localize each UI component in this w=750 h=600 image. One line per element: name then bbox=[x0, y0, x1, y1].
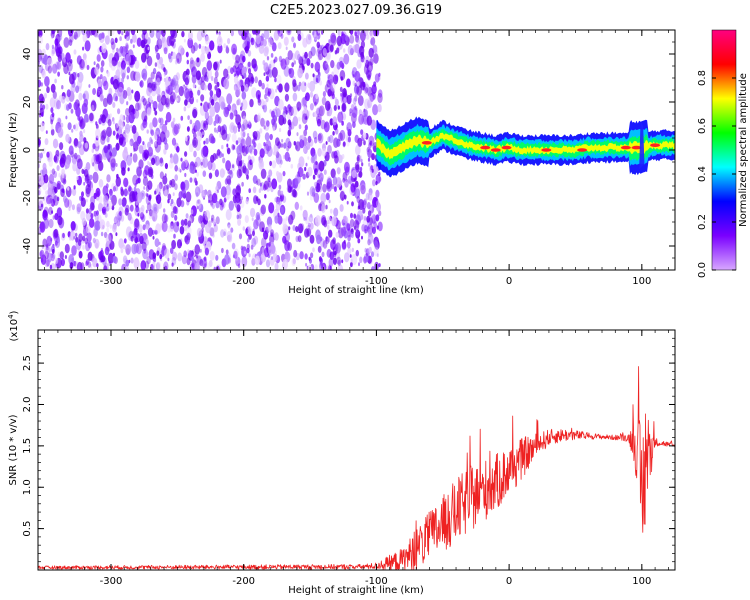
svg-text:0.8: 0.8 bbox=[697, 70, 708, 86]
svg-text:40: 40 bbox=[22, 48, 33, 61]
svg-text:0.0: 0.0 bbox=[697, 262, 708, 278]
colorbar: 0.0 0.2 0.4 0.6 0.8 Normalized spectral ampl… bbox=[697, 29, 749, 278]
colorbar-label: Normalized spectral amplitude bbox=[738, 73, 749, 227]
svg-text:0: 0 bbox=[506, 576, 512, 587]
svg-text:100: 100 bbox=[632, 576, 651, 587]
svg-text:-40: -40 bbox=[22, 238, 33, 254]
svg-text:0: 0 bbox=[22, 147, 33, 153]
svg-text:-100: -100 bbox=[365, 276, 388, 287]
svg-text:-300: -300 bbox=[100, 576, 123, 587]
svg-text:2.0: 2.0 bbox=[22, 397, 33, 413]
colorbar-gradient bbox=[711, 29, 737, 271]
spectrogram-x-ticks: -300 -200 -100 0 100 bbox=[44, 30, 669, 287]
svg-text:0: 0 bbox=[506, 276, 512, 287]
snr-y-label: SNR (10 * v/v) bbox=[8, 414, 19, 485]
snr-y-ticks: 0.5 1.0 1.5 2.0 2.5 bbox=[22, 337, 675, 563]
svg-text:0.5: 0.5 bbox=[22, 521, 33, 537]
svg-text:0.2: 0.2 bbox=[697, 214, 708, 230]
svg-text:0.6: 0.6 bbox=[697, 118, 708, 134]
svg-text:-300: -300 bbox=[100, 276, 123, 287]
svg-text:2.5: 2.5 bbox=[22, 355, 33, 371]
spectrogram-y-ticks: -40 -20 0 20 40 bbox=[22, 29, 675, 271]
svg-text:20: 20 bbox=[22, 96, 33, 109]
svg-text:0.4: 0.4 bbox=[697, 166, 708, 182]
snr-x-label: Height of straight line (km) bbox=[288, 585, 424, 596]
spectrogram-x-label: Height of straight line (km) bbox=[288, 285, 424, 296]
svg-text:100: 100 bbox=[632, 276, 651, 287]
svg-text:-20: -20 bbox=[22, 190, 33, 206]
noise-region bbox=[38, 30, 383, 270]
svg-text:-200: -200 bbox=[232, 276, 255, 287]
svg-text:1.5: 1.5 bbox=[22, 438, 33, 454]
svg-text:-200: -200 bbox=[232, 576, 255, 587]
chart-title: C2E5.2023.027.09.36.G19 bbox=[270, 3, 442, 18]
signal-track bbox=[376, 116, 675, 178]
spectrogram-y-label: Frequency (Hz) bbox=[8, 112, 19, 188]
colorbar-ticks: 0.0 0.2 0.4 0.6 0.8 bbox=[697, 70, 736, 278]
snr-series-line bbox=[38, 366, 675, 570]
snr-x-ticks: -300 -200 -100 0 100 bbox=[44, 330, 669, 587]
snr-plot: -300 -200 -100 0 100 0.5 1.0 1.5 2.0 2.5 Height … bbox=[7, 310, 676, 596]
snr-y-multiplier: (x104) bbox=[7, 310, 20, 341]
snr-frame bbox=[38, 330, 675, 570]
svg-text:-100: -100 bbox=[365, 576, 388, 587]
svg-text:1.0: 1.0 bbox=[22, 479, 33, 495]
